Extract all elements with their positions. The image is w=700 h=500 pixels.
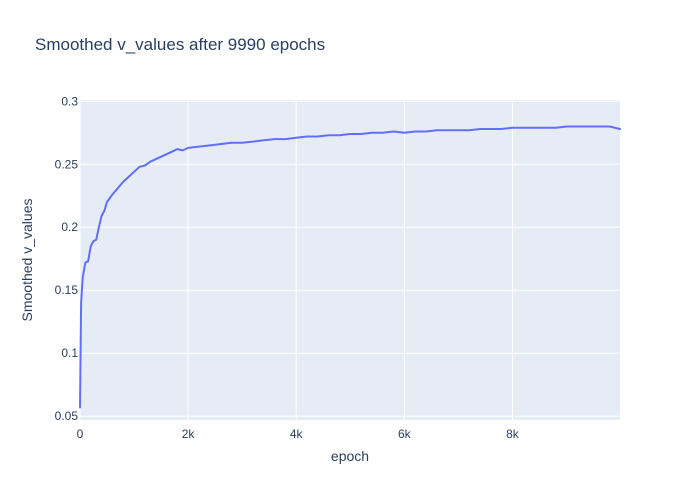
plot-background <box>80 100 620 420</box>
series-line <box>79 125 621 409</box>
grid-lines <box>79 100 620 420</box>
y-tick-label: 0.25 <box>55 157 79 171</box>
series-layer <box>79 125 621 409</box>
y-tick-label: 0.05 <box>55 409 79 423</box>
x-tick-label: 8k <box>506 427 520 441</box>
y-tick-label: 0.2 <box>61 220 78 234</box>
x-axis-title: epoch <box>331 448 369 464</box>
y-tick-labels: 0.05 0.1 0.15 0.2 0.25 0.3 <box>55 94 79 423</box>
x-tick-label: 4k <box>290 427 304 441</box>
x-tick-label: 2k <box>182 427 196 441</box>
y-axis-title: Smoothed v_values <box>19 199 35 322</box>
x-tick-label: 6k <box>398 427 412 441</box>
y-tick-label: 0.1 <box>61 346 78 360</box>
x-tick-label: 0 <box>77 427 84 441</box>
y-tick-label: 0.3 <box>61 94 78 108</box>
x-tick-labels: 0 2k 4k 6k 8k <box>77 427 520 441</box>
chart-title: Smoothed v_values after 9990 epochs <box>35 35 325 54</box>
y-tick-label: 0.15 <box>55 283 79 297</box>
